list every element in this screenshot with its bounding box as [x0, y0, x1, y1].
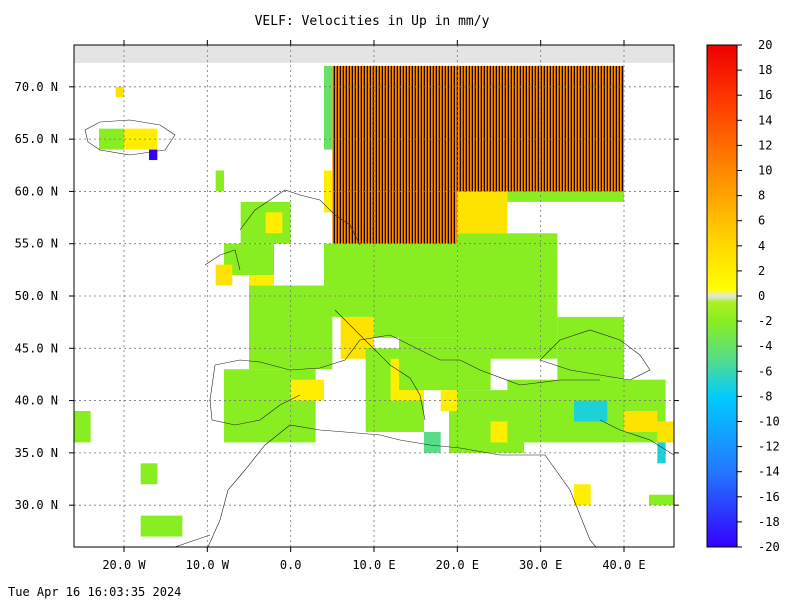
greenland-edge-mask: [74, 45, 674, 63]
station-hatch-1: [333, 191, 455, 244]
colorbar-tick-label: -10: [758, 415, 780, 429]
y-tick-label: 50.0 N: [15, 289, 58, 303]
velocity-region-30: [149, 149, 158, 161]
map-title: VELF: Velocities in Up in mm/y: [255, 14, 490, 29]
y-tick-label: 30.0 N: [15, 498, 58, 512]
velocity-region-31: [74, 411, 91, 443]
y-tick-label: 40.0 N: [15, 394, 58, 408]
velocity-region-7: [265, 212, 283, 234]
colorbar-tick-label: -20: [758, 540, 780, 554]
y-tick-label: 65.0 N: [15, 132, 58, 146]
map-plot-area: [73, 44, 675, 548]
colorbar-tick-label: 14: [758, 113, 772, 127]
colorbar-tick-label: 4: [758, 239, 765, 253]
colorbar-tick-label: -6: [758, 364, 772, 378]
x-tick-label: 30.0 E: [519, 558, 562, 572]
velocity-region-36: [115, 86, 124, 98]
x-tick-label: 0.0: [280, 558, 302, 572]
velocity-region-38: [649, 494, 674, 506]
x-tick-label: 40.0 E: [602, 558, 645, 572]
velocity-region-25: [657, 421, 674, 443]
latitude-axis: 70.0 N 65.0 N 60.0 N 55.0 N 50.0 N 45.0 N 40.0…: [15, 80, 679, 512]
velocity-region-26: [657, 442, 666, 464]
colorbar-tick-label: 8: [758, 189, 765, 203]
colorbar-tick-label: 6: [758, 214, 765, 228]
velocity-region-5: [507, 191, 624, 202]
x-tick-label: 10.0 E: [352, 558, 395, 572]
velocity-region-33: [140, 515, 183, 537]
colorbar-tick-label: 0: [758, 289, 765, 303]
velocity-region-24: [624, 411, 658, 432]
y-tick-label: 60.0 N: [15, 184, 58, 198]
velocity-region-23: [574, 400, 608, 422]
colorbar-tick-label: 18: [758, 63, 772, 77]
x-tick-label: 10.0 W: [186, 558, 230, 572]
colorbar: 20181614121086420-2-4-6-8-10-12-14-16-18…: [706, 38, 780, 554]
velocity-region-3: [324, 170, 333, 213]
velocity-region-40: [424, 431, 441, 453]
velocity-region-4: [457, 191, 508, 234]
velocity-region-37: [574, 484, 591, 506]
colorbar-tick-label: -12: [758, 440, 780, 454]
colorbar-tick-label: -14: [758, 465, 780, 479]
colorbar-tick-label: 10: [758, 164, 772, 178]
colorbar-tick-label: 12: [758, 138, 772, 152]
longitude-axis: 20.0 W 10.0 W 0.0 10.0 E 20.0 E 30.0 E 40.0 E: [102, 40, 646, 572]
y-tick-label: 35.0 N: [15, 446, 58, 460]
colorbar-tick-label: -4: [758, 339, 772, 353]
y-tick-label: 45.0 N: [15, 341, 58, 355]
x-tick-label: 20.0 E: [436, 558, 479, 572]
velocity-region-28: [99, 128, 124, 150]
velocity-region-2: [324, 65, 333, 150]
velocity-region-32: [140, 463, 158, 485]
velocity-region-19: [457, 233, 558, 359]
colorbar-tick-label: -16: [758, 490, 780, 504]
colorbar-tick-label: -8: [758, 389, 772, 403]
velocity-region-15: [374, 243, 458, 338]
y-tick-label: 55.0 N: [15, 237, 58, 251]
colorbar-gradient: [706, 44, 738, 548]
colorbar-tick-label: -18: [758, 515, 780, 529]
x-tick-label: 20.0 W: [102, 558, 146, 572]
colorbar-tick-label: 20: [758, 38, 772, 52]
colorbar-tick-label: 16: [758, 88, 772, 102]
velocity-region-34: [215, 170, 224, 192]
velocity-region-35: [215, 264, 233, 286]
y-tick-label: 70.0 N: [15, 80, 58, 94]
velocity-region-13: [324, 243, 374, 317]
colorbar-tick-label: -2: [758, 314, 772, 328]
coastlines: [84, 119, 674, 547]
generation-timestamp: Tue Apr 16 16:03:35 2024: [8, 585, 181, 599]
graticule-grid: [74, 45, 674, 547]
colorbar-tick-label: 2: [758, 264, 765, 278]
colorbar-ticks: 20181614121086420-2-4-6-8-10-12-14-16-18…: [737, 38, 780, 554]
